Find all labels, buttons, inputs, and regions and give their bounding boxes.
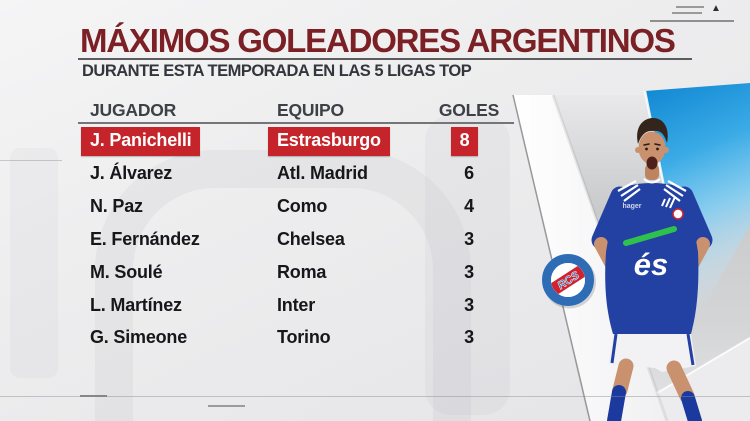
table-rows: J. Panichelli Estrasburgo 8 J. Álvarez A… — [76, 125, 516, 355]
column-header-equipo: EQUIPO — [277, 100, 344, 120]
table-header: JUGADOR EQUIPO GOLES — [76, 100, 516, 121]
team-cell: Estrasburgo — [268, 127, 422, 156]
table-row: L. Martínez Inter 3 — [76, 289, 516, 322]
table-row: E. Fernández Chelsea 3 — [76, 223, 516, 256]
player-cell: J. Panichelli — [76, 127, 272, 156]
goals-cell: 8 — [422, 127, 516, 156]
player-cell: G. Simeone — [90, 327, 188, 348]
table-row: J. Panichelli Estrasburgo 8 — [76, 125, 516, 158]
column-header-goles: GOLES — [438, 100, 500, 120]
decor-line — [650, 20, 734, 22]
team-cell: Chelsea — [277, 228, 345, 249]
decor-line — [676, 6, 704, 8]
triangle-up-icon: ▲ — [711, 3, 721, 14]
header-underline — [78, 122, 514, 124]
shoulder-stripes — [617, 180, 687, 202]
green-swoosh — [623, 226, 677, 246]
goals-cell: 3 — [464, 294, 474, 315]
team-cell: Torino — [277, 327, 331, 348]
page-subtitle: DURANTE ESTA TEMPORADA EN LAS 5 LIGAS TO… — [82, 62, 472, 80]
goals-cell: 3 — [464, 228, 474, 249]
decor-line — [208, 405, 245, 407]
panel-edge-line — [512, 94, 591, 421]
jersey-sponsor-text: és — [634, 247, 668, 282]
team-cell: Como — [277, 196, 328, 217]
adidas-logo-icon — [661, 196, 676, 209]
team-cell: Atl. Madrid — [277, 163, 368, 184]
background-watermark — [10, 148, 58, 378]
goals-cell: 4 — [464, 196, 474, 217]
decor-line — [672, 12, 702, 14]
jersey-crest-icon — [672, 208, 684, 220]
decor-line — [80, 395, 107, 397]
player-cell: M. Soulé — [90, 261, 163, 282]
player-cell: L. Martínez — [90, 294, 182, 315]
jersey-brand-text: hager — [622, 203, 641, 210]
player-cell: J. Álvarez — [90, 163, 173, 184]
team-cell: Roma — [277, 261, 327, 282]
club-badge-icon: RCS — [542, 254, 596, 309]
column-header-jugador: JUGADOR — [90, 100, 177, 120]
team-cell: Inter — [277, 294, 316, 315]
table-row: J. Álvarez Atl. Madrid 6 — [76, 158, 516, 191]
goals-cell: 3 — [464, 327, 474, 348]
player-photo: hager és — [591, 118, 713, 421]
open-mouth — [646, 156, 658, 170]
goals-cell: 3 — [464, 261, 474, 282]
player-cell: N. Paz — [90, 196, 143, 217]
table-row: N. Paz Como 4 — [76, 191, 516, 224]
decor-line — [0, 160, 62, 161]
page-title: MÁXIMOS GOLEADORES ARGENTINOS — [80, 22, 676, 59]
table-row: G. Simeone Torino 3 — [76, 322, 516, 355]
background-watermark — [425, 115, 510, 415]
title-underline — [78, 58, 692, 60]
player-cell: E. Fernández — [90, 228, 200, 249]
goals-cell: 6 — [464, 163, 474, 184]
table-row: M. Soulé Roma 3 — [76, 256, 516, 289]
decor-line — [0, 396, 750, 397]
